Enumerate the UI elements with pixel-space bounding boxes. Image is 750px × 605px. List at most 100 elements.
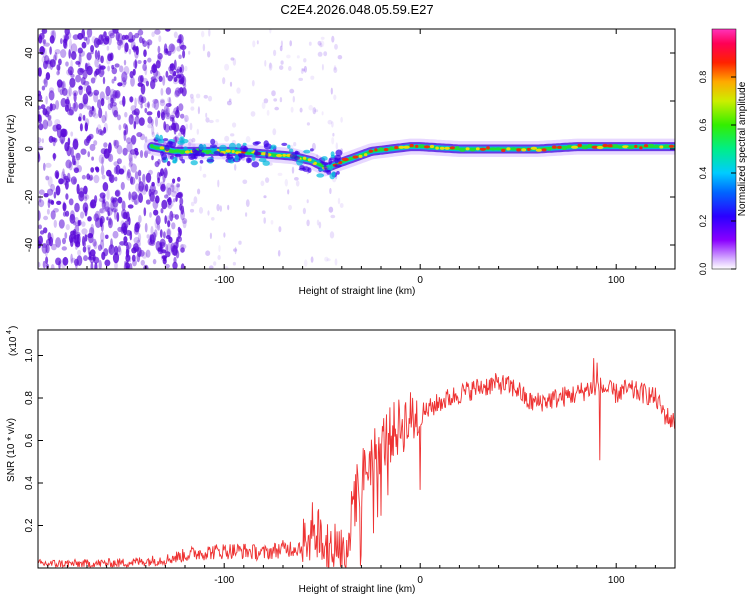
noise-blob xyxy=(167,220,171,228)
noise-blob xyxy=(152,98,159,104)
track-bead xyxy=(348,156,353,160)
noise-blob xyxy=(56,70,60,76)
noise-blob xyxy=(131,195,135,203)
noise-blob xyxy=(279,97,283,103)
noise-blob xyxy=(308,41,312,46)
noise-blob xyxy=(165,186,169,197)
noise-blob xyxy=(167,50,172,56)
track-blob xyxy=(296,159,304,166)
track-blob xyxy=(175,153,181,158)
noise-blob xyxy=(93,174,100,184)
noise-blob xyxy=(158,35,162,43)
noise-blob xyxy=(140,259,145,266)
track-bead xyxy=(639,146,643,150)
noise-blob xyxy=(171,122,177,131)
noise-blob xyxy=(102,182,109,192)
noise-blob xyxy=(289,88,295,94)
noise-blob xyxy=(41,29,48,34)
track-bead xyxy=(596,145,604,150)
noise-blob xyxy=(105,234,109,239)
noise-blob xyxy=(164,194,169,199)
noise-blob xyxy=(115,31,121,42)
track-bead xyxy=(459,148,466,152)
noise-blob xyxy=(167,197,172,206)
noise-blob xyxy=(70,131,74,137)
noise-blob xyxy=(106,169,112,177)
noise-blob xyxy=(339,203,344,208)
noise-blob xyxy=(60,49,67,58)
noise-blob xyxy=(108,247,112,254)
noise-blob xyxy=(118,124,122,131)
noise-blob xyxy=(238,240,242,245)
track-blob xyxy=(251,161,260,168)
noise-blob xyxy=(230,133,235,137)
noise-blob xyxy=(128,216,131,226)
noise-blob xyxy=(316,154,319,158)
noise-blob xyxy=(306,219,310,227)
noise-blob xyxy=(116,39,123,46)
noise-blob xyxy=(158,75,163,82)
noise-blob xyxy=(163,48,169,56)
track-bead xyxy=(409,143,414,148)
noise-blob xyxy=(110,196,115,203)
track-blob xyxy=(236,143,242,149)
noise-blob xyxy=(68,198,74,206)
noise-blob xyxy=(165,87,172,95)
noise-blob xyxy=(190,201,195,207)
noise-blob xyxy=(139,133,146,141)
noise-blob xyxy=(77,249,82,256)
track-bead xyxy=(429,144,435,149)
noise-blob xyxy=(156,224,161,231)
noise-blob xyxy=(56,200,62,205)
track-bead xyxy=(159,146,165,150)
track-blob xyxy=(318,168,325,172)
noise-blob xyxy=(72,34,79,40)
noise-blob xyxy=(98,259,102,269)
track-bead xyxy=(374,148,378,152)
noise-blob xyxy=(93,92,99,103)
noise-blob xyxy=(180,247,185,253)
noise-blob xyxy=(181,218,188,224)
noise-blob xyxy=(117,226,123,232)
noise-blob xyxy=(80,211,85,219)
noise-blob xyxy=(42,29,45,37)
noise-blob xyxy=(58,58,62,66)
noise-blob xyxy=(108,30,115,37)
noise-blob xyxy=(38,224,42,230)
noise-blob xyxy=(198,207,204,214)
noise-blob xyxy=(65,61,69,67)
noise-blob xyxy=(98,129,103,136)
noise-blob xyxy=(170,44,176,54)
noise-blob xyxy=(136,132,143,138)
noise-blob xyxy=(38,210,41,221)
noise-blob xyxy=(93,37,100,48)
noise-blob xyxy=(174,135,180,142)
noise-blob xyxy=(155,60,161,69)
noise-blob xyxy=(97,50,100,61)
noise-blob xyxy=(55,185,61,196)
noise-blob xyxy=(38,67,42,77)
noise-blob xyxy=(60,81,65,89)
noise-blob xyxy=(165,243,169,254)
track-bead xyxy=(449,146,455,150)
noise-blob xyxy=(38,199,45,208)
noise-blob xyxy=(177,87,184,95)
noise-blob xyxy=(178,79,185,85)
track-bead xyxy=(225,149,231,153)
noise-blob xyxy=(147,116,153,124)
track-blob xyxy=(164,144,170,152)
noise-blob xyxy=(138,36,143,44)
noise-blob xyxy=(49,59,56,68)
noise-blob xyxy=(100,98,105,107)
noise-blob xyxy=(329,231,335,239)
noise-blob xyxy=(99,208,104,214)
noise-blob xyxy=(176,183,181,188)
snr-ytick-label: 0.8 xyxy=(24,391,35,405)
track-blob xyxy=(155,134,160,141)
noise-blob xyxy=(164,169,168,176)
noise-blob xyxy=(193,196,198,204)
track-blob xyxy=(311,159,315,164)
noise-blob xyxy=(132,46,139,51)
track-bead xyxy=(659,145,664,149)
noise-blob xyxy=(172,198,176,203)
